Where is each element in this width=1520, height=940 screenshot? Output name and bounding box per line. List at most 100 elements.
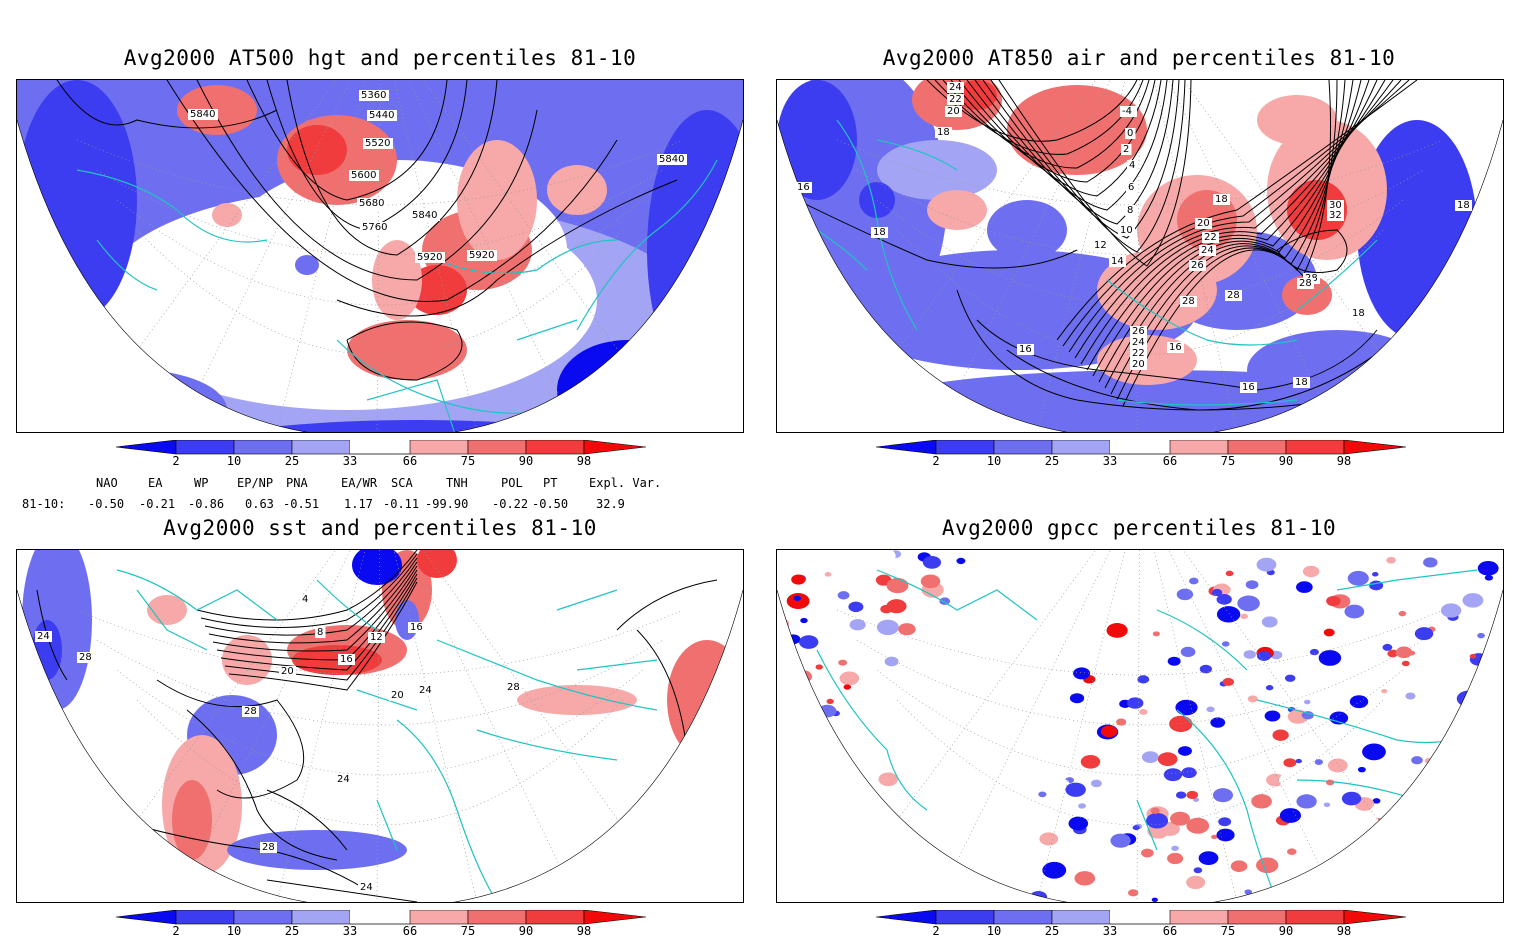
- precip-anomaly: [800, 617, 808, 624]
- contour-label: 5440: [367, 110, 397, 121]
- precip-anomaly: [1349, 695, 1369, 709]
- legend-swatch: [115, 909, 177, 925]
- precip-anomaly: [830, 765, 853, 781]
- precip-anomaly: [1344, 853, 1354, 861]
- legend-swatch: [1051, 439, 1111, 455]
- precip-anomaly: [1279, 808, 1302, 823]
- precip-anomaly: [1423, 557, 1438, 568]
- precip-anomaly: [1318, 650, 1342, 666]
- precip-anomaly: [1295, 758, 1302, 764]
- precip-anomaly: [1206, 706, 1215, 713]
- precip-anomaly: [1178, 746, 1192, 756]
- precip-anomaly: [1484, 716, 1503, 731]
- svg-text:16: 16: [1169, 342, 1182, 353]
- precip-anomaly: [1395, 646, 1413, 659]
- index-value-ea: -0.21: [139, 497, 176, 511]
- precip-anomaly: [1128, 889, 1139, 897]
- panel-4-title: Avg2000 gpcc percentiles 81-10: [941, 516, 1337, 540]
- svg-text:28: 28: [1299, 278, 1312, 289]
- precip-anomaly: [1212, 788, 1233, 803]
- legend-label: 25: [284, 454, 300, 468]
- contour-line: [196, 80, 538, 281]
- grid-latitude: [856, 639, 1424, 726]
- svg-text:22: 22: [949, 94, 962, 105]
- precip-anomaly: [1357, 766, 1366, 773]
- contour-line: [208, 561, 418, 644]
- grid-meridian: [376, 550, 381, 902]
- contour-line: [200, 553, 418, 629]
- grid-meridian: [276, 80, 381, 432]
- precip-anomaly: [939, 597, 951, 605]
- precip-anomaly: [1222, 677, 1235, 686]
- precip-anomaly: [779, 679, 804, 696]
- precip-anomaly: [793, 595, 801, 601]
- precip-anomaly: [1090, 779, 1102, 788]
- contour-line: [926, 80, 1138, 142]
- grid-latitude: [136, 699, 624, 826]
- precip-anomaly: [1175, 791, 1187, 799]
- precip-anomaly: [1039, 832, 1059, 846]
- precip-anomaly: [837, 591, 850, 600]
- precip-anomaly: [1116, 718, 1127, 726]
- contour-label: 26: [1130, 326, 1147, 337]
- contour-label: 18: [1213, 194, 1230, 205]
- legend-swatch: [409, 439, 469, 455]
- legend-label: 2: [932, 454, 940, 468]
- precip-anomaly: [1069, 693, 1085, 704]
- precip-anomaly: [956, 557, 966, 565]
- svg-text:16: 16: [340, 654, 353, 665]
- legend-swatch: [1285, 909, 1345, 925]
- precip-anomaly: [1422, 893, 1434, 902]
- precip-anomaly: [1141, 848, 1154, 858]
- grid-meridian: [1139, 550, 1338, 902]
- legend-label: 90: [518, 454, 534, 468]
- legend-swatch: [875, 909, 937, 925]
- contour-line: [204, 557, 418, 636]
- contour-label: 20: [1130, 359, 1147, 370]
- grid-latitude: [76, 609, 684, 676]
- precip-anomaly: [1323, 628, 1335, 637]
- panel-3-title: Avg2000 sst and percentiles 81-10: [163, 516, 597, 540]
- svg-text:6: 6: [1128, 182, 1134, 193]
- index-header-epnp: EP/NP: [237, 476, 274, 490]
- legend-swatch: [1227, 439, 1287, 455]
- precip-anomaly: [1419, 881, 1430, 889]
- shade-above-66: [457, 140, 537, 260]
- index-value-expl-var: 32.9: [596, 497, 625, 511]
- legend-label: 66: [402, 454, 418, 468]
- contour-line: [1086, 80, 1378, 371]
- contour-label: 4: [1127, 160, 1138, 171]
- precip-anomaly: [1325, 779, 1335, 786]
- svg-text:26: 26: [1191, 260, 1204, 271]
- legend-swatch: [233, 439, 293, 455]
- legend-label: 2: [932, 924, 940, 938]
- legend-panel-3: 2 10 25 33 66 75 90 98: [115, 909, 647, 940]
- legend-label: 10: [986, 454, 1002, 468]
- precip-anomaly: [1167, 852, 1184, 865]
- precip-anomaly: [1440, 603, 1462, 618]
- legend-label: 25: [1044, 454, 1060, 468]
- precip-anomaly: [1362, 839, 1373, 847]
- contour-label: 24: [1199, 245, 1216, 256]
- precip-anomaly: [1132, 825, 1140, 831]
- svg-text:20: 20: [947, 106, 960, 117]
- contour-label: 8: [315, 627, 326, 638]
- grid-meridian: [1139, 80, 1338, 432]
- svg-text:4: 4: [1129, 160, 1135, 171]
- svg-text:20: 20: [1132, 359, 1145, 370]
- precip-anomaly: [1387, 649, 1399, 658]
- svg-text:24: 24: [419, 685, 432, 696]
- precip-anomaly: [1237, 595, 1260, 612]
- precip-anomaly: [1316, 877, 1329, 887]
- precip-anomaly: [1272, 729, 1289, 741]
- precip-anomaly: [1361, 858, 1381, 872]
- precip-anomaly: [1169, 715, 1193, 733]
- contour-label: 18: [1350, 308, 1367, 319]
- shade-above-66: [212, 203, 242, 227]
- precip-anomaly: [1401, 660, 1410, 667]
- precip-anomaly: [1372, 571, 1379, 577]
- precip-anomaly: [790, 801, 805, 812]
- contour-label: 10: [1118, 225, 1135, 236]
- precip-anomaly: [1405, 794, 1428, 811]
- precip-anomaly: [1323, 802, 1331, 808]
